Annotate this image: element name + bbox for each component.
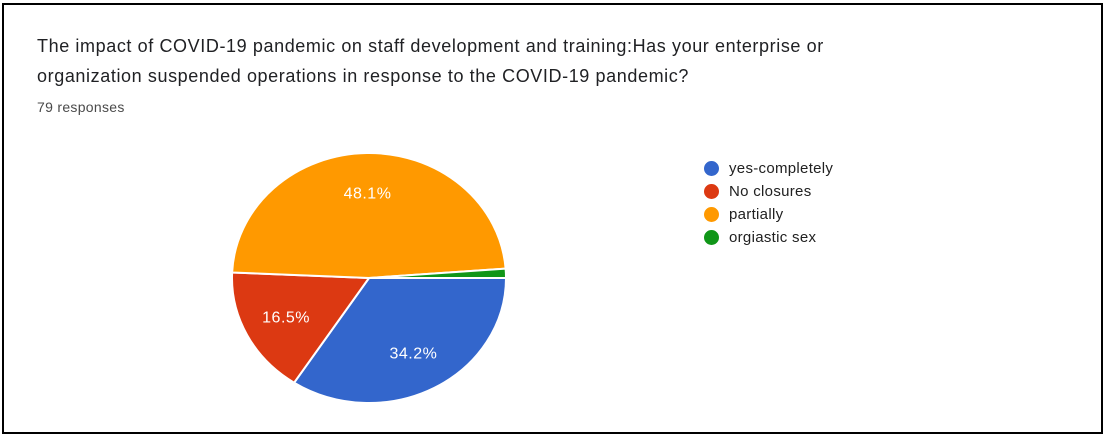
chart-card: The impact of COVID-19 pandemic on staff… <box>2 3 1103 434</box>
slice-label: 34.2% <box>389 345 437 362</box>
question-title-line-1: The impact of COVID-19 pandemic on staff… <box>37 36 824 56</box>
slice-label: 48.1% <box>344 186 392 203</box>
legend-swatch-icon <box>704 184 719 199</box>
pie-chart: 34.2% 16.5% 48.1% <box>232 153 506 403</box>
legend: yes-completely No closures partially orgias… <box>704 160 834 246</box>
pie-slice-partially <box>232 153 506 279</box>
slice-label: 16.5% <box>262 309 310 326</box>
question-title-line-2: organization suspended operations in res… <box>37 66 689 86</box>
legend-item-label: yes-completely <box>729 160 834 177</box>
legend-item-label: orgiastic sex <box>729 229 817 246</box>
legend-item-label: No closures <box>729 183 812 200</box>
legend-item-label: partially <box>729 206 784 223</box>
pie-chart-svg: 34.2% 16.5% 48.1% <box>232 153 506 403</box>
response-count: 79 responses <box>37 99 125 115</box>
legend-swatch-icon <box>704 230 719 245</box>
legend-item: No closures <box>704 183 833 200</box>
legend-item: yes-completely <box>704 160 834 177</box>
legend-swatch-icon <box>704 207 719 222</box>
legend-item: orgiastic sex <box>704 229 833 246</box>
question-title: The impact of COVID-19 pandemic on staff… <box>37 31 824 91</box>
legend-swatch-icon <box>704 161 719 176</box>
pie-slice-no-closures <box>232 271 370 384</box>
legend-item: partially <box>704 206 833 223</box>
